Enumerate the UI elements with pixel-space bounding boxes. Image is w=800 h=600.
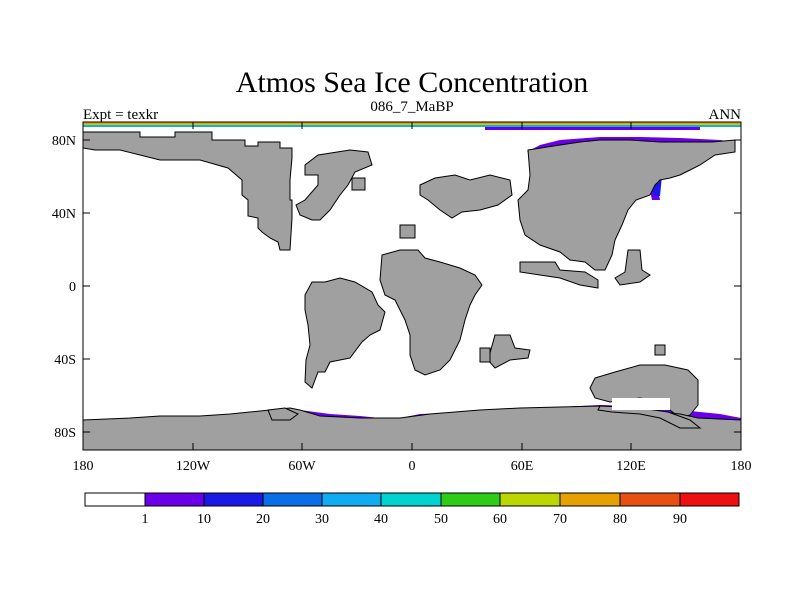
colorbar-box [203,492,264,507]
land-southeast-asia [519,261,599,289]
land-madagascar-india [487,334,531,369]
colorbar-label: 90 [673,512,687,527]
map-ticks [82,122,742,450]
lon-tick-label: 0 [409,459,416,474]
land-europe-small [351,177,366,191]
land-greenland-europe [295,149,373,221]
period-label: 086_7_MaBP [370,99,453,115]
lat-axis: 80N 40N 0 40S 80S [52,134,76,441]
lat-tick-label: 80N [52,134,76,149]
land-asia [517,139,736,271]
colorbar-box [380,492,442,507]
season-label: ANN [709,107,742,123]
australia-interior-gap [612,398,670,410]
land-antarctica-gap [597,405,702,429]
colorbar-label: 60 [493,512,507,527]
land-south-america [304,277,386,389]
colorbar-label: 80 [613,512,627,527]
colorbar-label: 30 [315,512,329,527]
land-small-island-2 [654,344,666,356]
land-central-europe [399,224,416,239]
land-masses [82,131,742,451]
lon-tick-label: 60E [511,459,534,474]
land-antarctic-peninsula [267,407,299,421]
land-small-island-1 [479,347,491,363]
colorbar-box [321,492,382,507]
colorbar-label: 70 [553,512,567,527]
lat-tick-label: 80S [54,426,76,441]
land-africa [379,249,483,376]
lat-tick-label: 40N [52,207,76,222]
plot-title: Atmos Sea Ice Concentration [236,66,588,99]
lon-tick-label: 120W [176,459,211,474]
lon-tick-label: 60W [288,459,316,474]
land-north-america [82,131,293,251]
sea-ice-arctic-alaska [485,127,700,130]
colorbar-box [679,492,740,507]
colorbar-box [619,492,681,507]
lon-tick-label: 120E [616,459,646,474]
colorbar-label: 40 [374,512,388,527]
colorbar-box [144,492,205,507]
colorbar-box [262,492,323,507]
colorbar-box [440,492,501,507]
colorbar-label: 20 [256,512,270,527]
lon-tick-label: 180 [731,459,752,474]
colorbar-label: 1 [142,512,149,527]
lon-tick-label: 180 [73,459,94,474]
lat-tick-label: 40S [54,353,76,368]
lat-tick-label: 0 [69,280,76,295]
experiment-label: Expt = texkr [83,107,158,123]
map [82,121,742,451]
colorbar-label: 50 [434,512,448,527]
land-antarctica [82,405,742,451]
colorbar-label: 10 [197,512,211,527]
colorbar-box [499,492,561,507]
colorbar: 1 10 20 30 40 50 60 70 80 90 [84,492,740,527]
land-central-asia-islands [419,174,513,219]
colorbar-box [84,492,146,507]
lon-axis: 180 120W 60W 0 60E 120E 180 [73,459,752,474]
colorbar-box [559,492,621,507]
land-japan-islands [614,249,651,286]
